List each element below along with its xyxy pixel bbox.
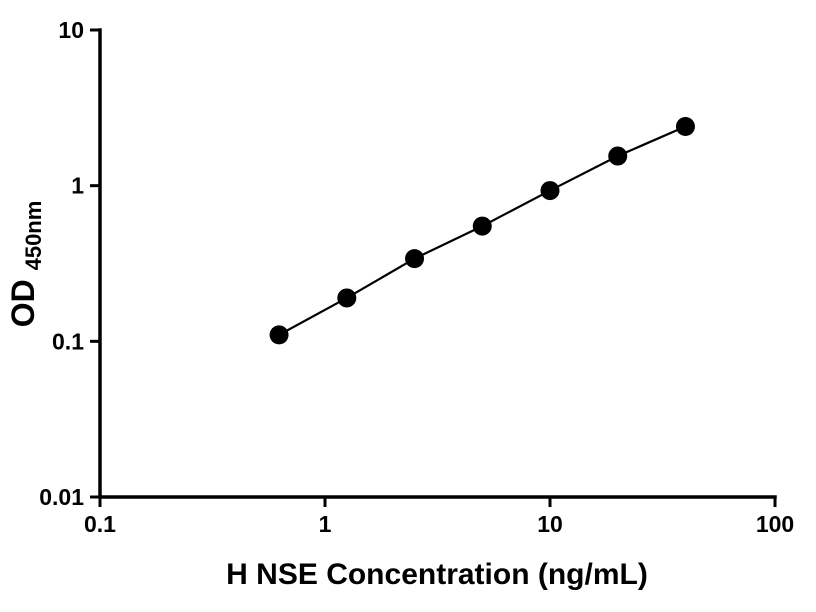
y-tick-label: 10 <box>58 17 84 43</box>
y-axis-label-main: OD <box>5 279 41 327</box>
y-axis-label-subscript: 450nm <box>21 201 46 271</box>
data-point <box>337 288 357 308</box>
y-axis-label: OD 450nm <box>5 201 46 328</box>
y-tick-label: 1 <box>71 173 84 199</box>
axes-spines <box>98 28 777 499</box>
data-point <box>269 325 289 345</box>
y-tick-labels: 0.01 0.1 1 10 <box>39 17 84 510</box>
x-tick-label: 100 <box>756 511 794 537</box>
y-tick-label: 0.01 <box>39 484 84 510</box>
data-point <box>675 116 695 136</box>
x-tick-label: 0.1 <box>84 511 116 537</box>
y-tick-label: 0.1 <box>52 328 84 354</box>
x-tick-label: 1 <box>319 511 332 537</box>
x-axis-label: H NSE Concentration (ng/mL) <box>226 558 648 591</box>
data-point <box>405 249 425 269</box>
x-tick-label: 10 <box>537 511 563 537</box>
data-points <box>269 116 695 345</box>
data-point <box>472 216 492 236</box>
x-tick-labels: 0.1 1 10 100 <box>84 511 794 537</box>
data-point <box>608 146 628 166</box>
data-point <box>540 181 560 201</box>
